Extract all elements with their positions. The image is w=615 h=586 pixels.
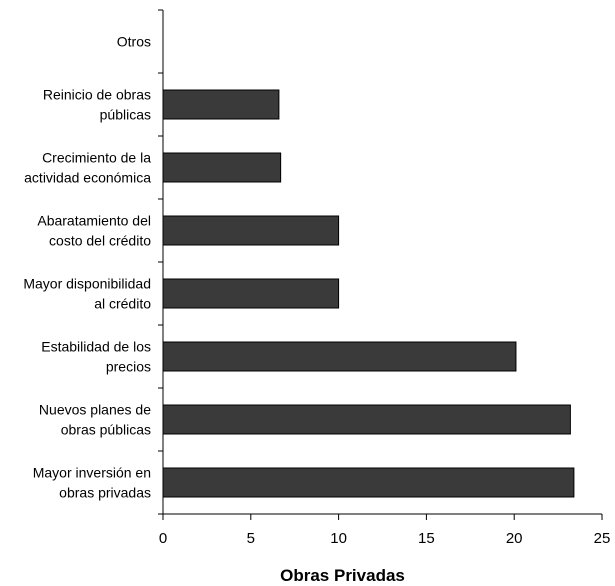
category-labels: Otros Reinicio de obras públicas Crecimient…: [23, 34, 151, 501]
category-label: Estabilidad de los precios: [41, 339, 151, 375]
x-axis-ticks: 0 5 10 15 20 25: [159, 514, 611, 547]
category-label-line: Crecimiento de la: [42, 150, 151, 166]
x-axis-title: Obras Privadas: [280, 566, 405, 585]
x-tick-label: 10: [330, 530, 347, 547]
category-label: Mayor inversión en obras privadas: [33, 465, 151, 501]
x-tick-label: 5: [247, 530, 255, 547]
category-label-line: Mayor disponibilidad: [23, 276, 151, 292]
category-label-line: costo del crédito: [49, 233, 151, 249]
category-label-line: Otros: [117, 34, 151, 50]
category-label-line: precios: [106, 359, 151, 375]
x-tick-label: 20: [506, 530, 523, 547]
bar: [162, 341, 517, 372]
bar: [162, 152, 282, 183]
category-label: Reinicio de obras públicas: [43, 87, 151, 123]
category-label-line: Nuevos planes de: [39, 402, 151, 418]
bar: [162, 278, 340, 309]
category-label: Crecimiento de la actividad económica: [24, 150, 151, 186]
category-label-line: Reinicio de obras: [43, 87, 151, 103]
category-label: Nuevos planes de obras públicas: [39, 402, 151, 438]
category-label-line: al crédito: [94, 296, 151, 312]
x-tick-label: 15: [418, 530, 435, 547]
category-label-line: Estabilidad de los: [41, 339, 151, 355]
bar: [162, 89, 280, 120]
y-axis-ticks: [158, 9, 163, 515]
bar: [162, 404, 571, 435]
category-label-line: públicas: [100, 107, 151, 123]
category-label: Abaratamiento del costo del crédito: [37, 213, 151, 249]
x-tick-label: 0: [159, 530, 167, 547]
category-label-line: actividad económica: [24, 170, 151, 186]
category-label-line: Abaratamiento del: [37, 213, 151, 229]
bar: [162, 215, 340, 246]
category-label-line: Mayor inversión en: [33, 465, 151, 481]
category-label: Otros: [117, 34, 151, 50]
bars-group: [162, 89, 575, 498]
bar: [162, 467, 575, 498]
x-tick-label: 25: [594, 530, 611, 547]
category-label-line: obras públicas: [61, 422, 151, 438]
category-label: Mayor disponibilidad al crédito: [23, 276, 151, 312]
category-label-line: obras privadas: [59, 485, 151, 501]
